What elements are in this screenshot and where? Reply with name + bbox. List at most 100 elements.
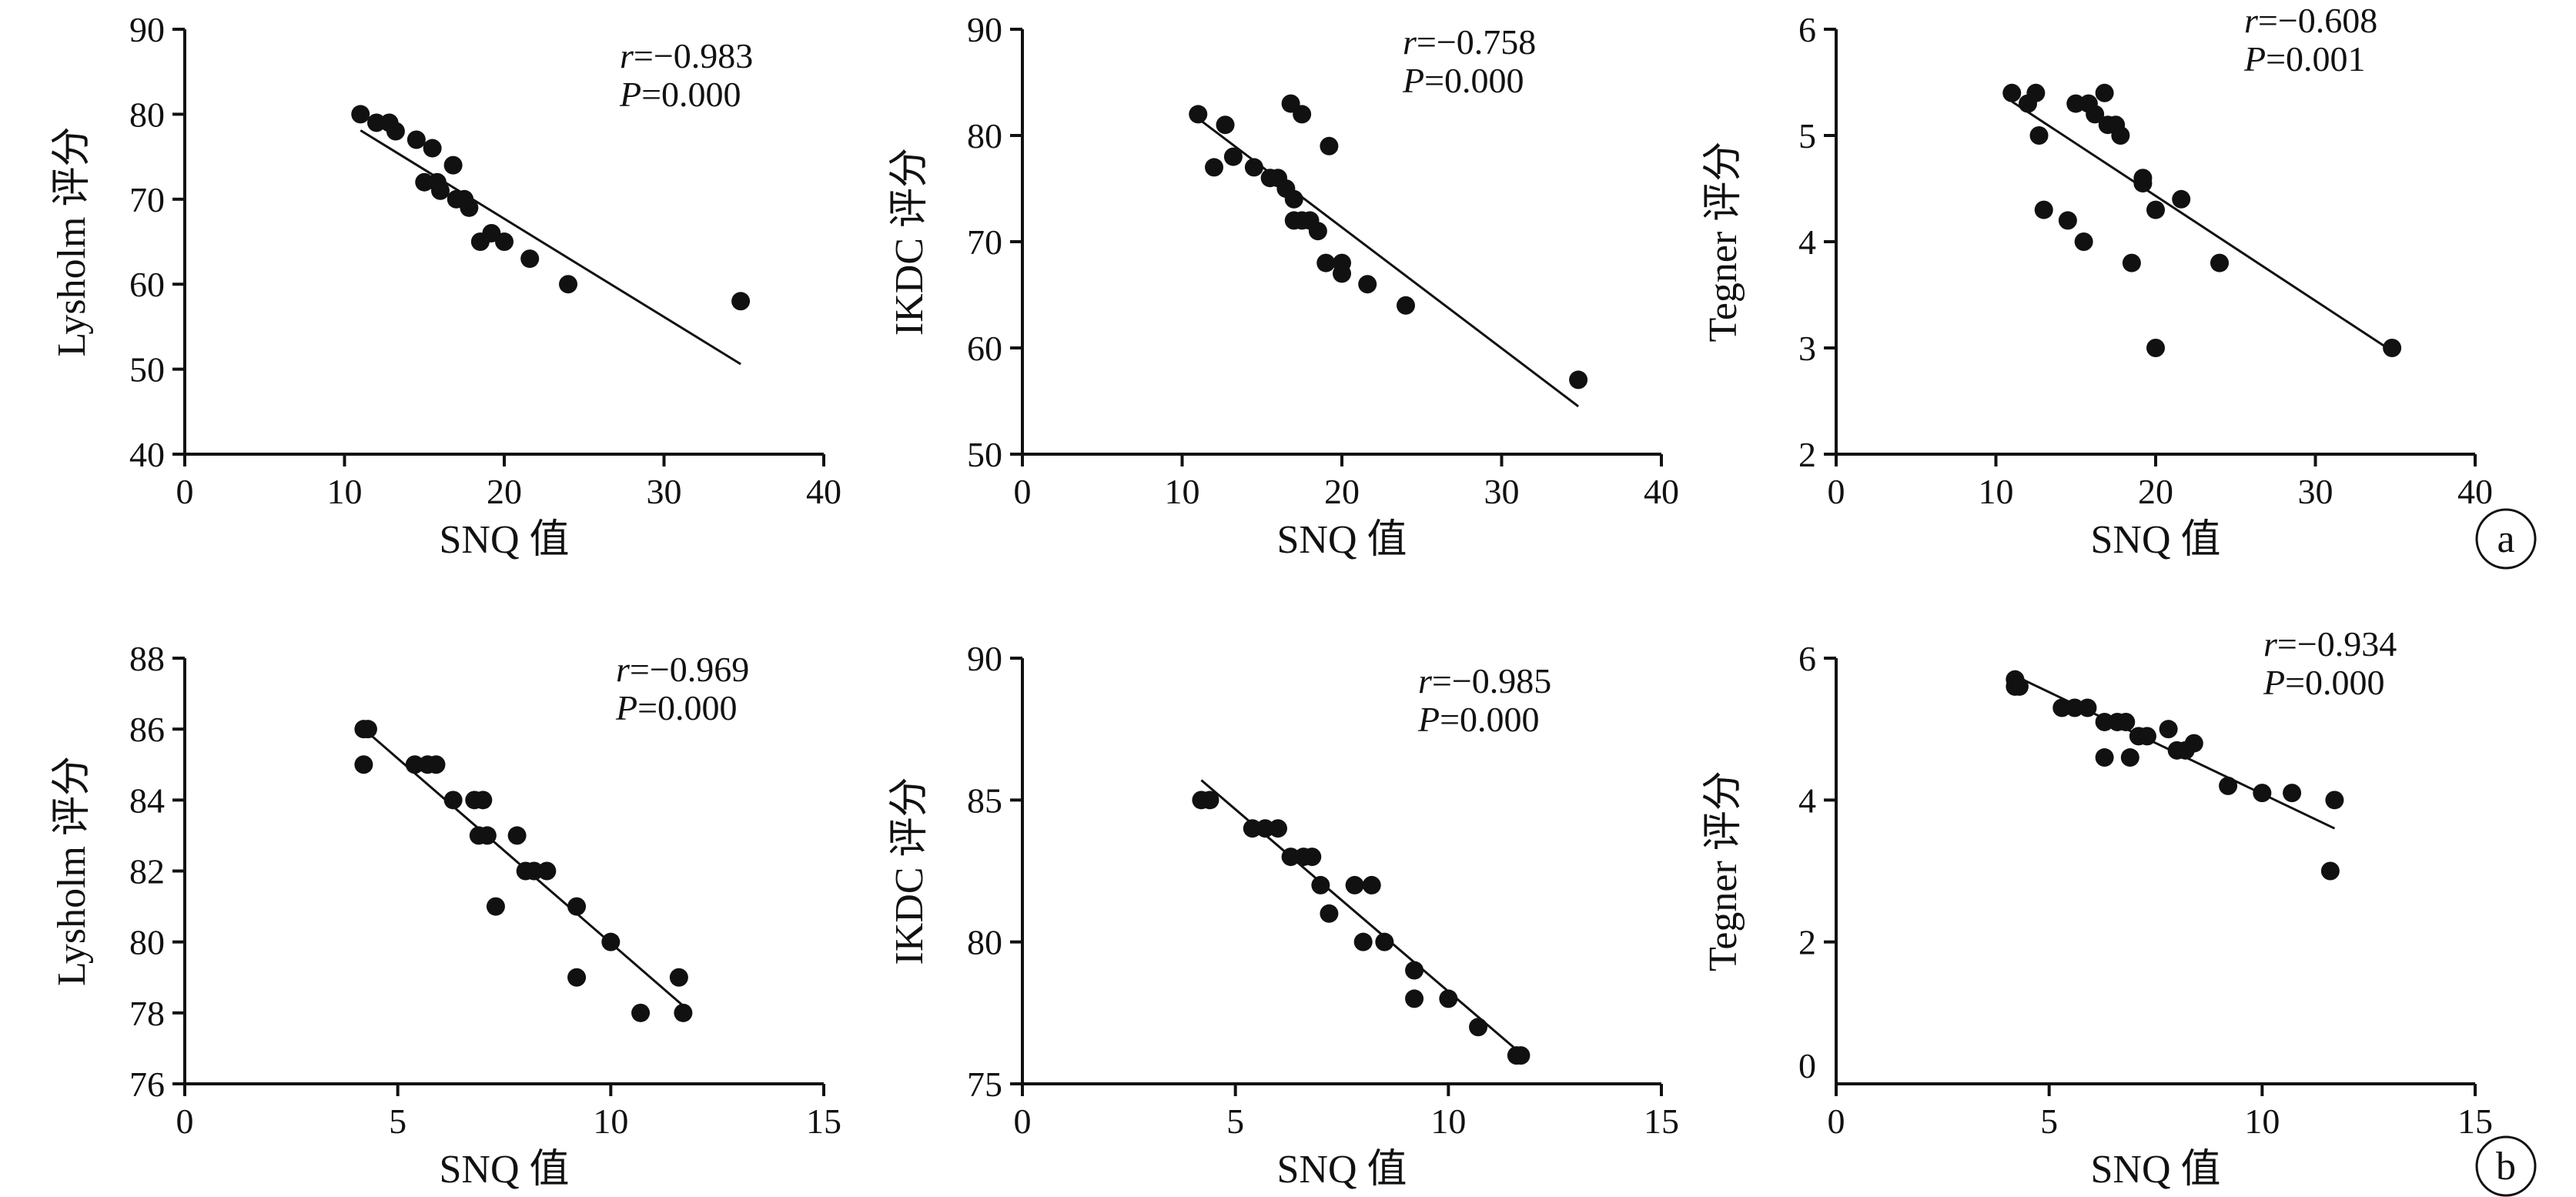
y-tick-label: 70 <box>967 222 1002 262</box>
data-point <box>559 275 577 294</box>
data-point <box>1216 115 1235 135</box>
y-tick-label: 0 <box>1798 1046 1816 1085</box>
panel-marker-b: b <box>2475 1135 2537 1197</box>
x-tick-label: 40 <box>1644 472 1679 511</box>
data-point <box>1469 1018 1488 1037</box>
y-tick-label: 84 <box>129 781 165 820</box>
data-point <box>1333 264 1351 283</box>
data-point <box>2133 174 2153 193</box>
x-tick-label: 10 <box>1165 472 1200 511</box>
y-tick-label: 5 <box>1798 116 1816 155</box>
data-point <box>1320 136 1339 155</box>
data-point <box>1244 158 1263 177</box>
data-point <box>405 755 424 774</box>
data-point <box>601 932 621 951</box>
p-value-label: P=0.001 <box>2243 39 2366 79</box>
x-tick-label: 0 <box>1828 1102 1845 1141</box>
data-point <box>1439 989 1458 1008</box>
data-point <box>2122 253 2141 273</box>
scatter-chart-1: 0 10 20 30 40 40 50 60 70 80 90 SNQ 值 Lysholm 评分 r=−0… <box>50 10 841 562</box>
data-point <box>2146 200 2165 219</box>
panel-marker-a-label: a <box>2497 517 2514 561</box>
data-point <box>669 968 688 987</box>
y-tick-label: 4 <box>1798 222 1816 262</box>
data-point <box>1256 819 1275 838</box>
data-point <box>524 861 544 881</box>
y-tick-label: 82 <box>129 852 165 891</box>
y-tick-label: 90 <box>129 10 165 49</box>
data-point <box>358 720 377 739</box>
data-point <box>1205 158 1223 177</box>
scatter-chart-2: 0 10 20 30 40 50 60 70 80 90 SNQ 值 IKDC 评分 r=−0.758P… <box>888 10 1679 562</box>
y-tick-label: 6 <box>1798 639 1816 678</box>
y-axis-label: Tegner 评分 <box>1701 771 1745 971</box>
y-tick-label: 75 <box>967 1065 1002 1104</box>
data-point <box>2078 698 2097 717</box>
data-point <box>2029 126 2049 145</box>
y-axis-label: Tegner 评分 <box>1701 142 1745 343</box>
y-tick-label: 40 <box>129 435 165 474</box>
correlation-r-label: r=−0.934 <box>2263 624 2397 664</box>
data-point <box>1200 791 1219 810</box>
data-point <box>443 155 463 175</box>
data-point <box>1243 819 1262 838</box>
data-point <box>495 232 514 251</box>
x-axis-label: SNQ 值 <box>2090 1148 2220 1192</box>
data-point <box>386 122 405 141</box>
y-tick-label: 70 <box>129 180 165 219</box>
p-value-label: P=0.000 <box>1402 61 1524 100</box>
data-point <box>1353 932 1373 951</box>
correlation-r-label: r=−0.983 <box>620 36 753 75</box>
data-point <box>2325 791 2344 810</box>
p-value-label: P=0.000 <box>619 75 741 114</box>
x-tick-label: 30 <box>1484 472 1520 511</box>
data-point <box>520 249 540 269</box>
data-point <box>1311 875 1330 894</box>
data-point <box>2383 339 2402 357</box>
regression-line <box>360 129 741 366</box>
y-axis-label: Lysholm 评分 <box>50 126 94 356</box>
x-tick-label: 15 <box>2457 1102 2493 1141</box>
data-point <box>427 755 446 774</box>
data-point <box>2320 861 2340 881</box>
x-axis-label: SNQ 值 <box>1276 1148 1407 1192</box>
data-point <box>2095 712 2114 731</box>
scatter-chart-3: 0 10 20 30 40 2 3 4 5 6 SNQ 值 Tegner 评分 r=−0.608P=0.… <box>1701 1 2493 562</box>
data-point <box>2116 712 2136 731</box>
data-point <box>1405 989 1424 1008</box>
y-tick-label: 60 <box>967 329 1002 368</box>
data-point <box>2002 83 2022 102</box>
x-tick-label: 10 <box>1979 472 2014 511</box>
data-point <box>2052 698 2072 717</box>
data-point <box>2009 677 2029 696</box>
data-point <box>567 968 587 987</box>
data-point <box>354 755 373 774</box>
data-point <box>2066 94 2086 113</box>
y-tick-label: 80 <box>129 95 165 134</box>
data-point <box>2159 720 2178 739</box>
y-tick-label: 50 <box>967 435 1002 474</box>
data-point <box>1308 222 1327 241</box>
y-axis-label: IKDC 评分 <box>888 777 932 965</box>
x-tick-label: 0 <box>176 472 194 511</box>
data-point <box>1511 1046 1531 1065</box>
x-tick-label: 10 <box>1430 1102 1466 1141</box>
data-point <box>443 791 463 810</box>
x-tick-label: 0 <box>1014 472 1032 511</box>
data-point <box>1303 848 1322 867</box>
x-tick-label: 40 <box>2457 472 2493 511</box>
y-tick-label: 85 <box>967 781 1002 820</box>
y-tick-label: 2 <box>1798 435 1816 474</box>
y-tick-label: 3 <box>1798 329 1816 368</box>
data-point <box>567 897 587 916</box>
correlation-r-label: r=−0.985 <box>1418 661 1551 700</box>
data-point <box>415 172 434 192</box>
data-point <box>2034 200 2053 219</box>
data-point <box>2111 126 2130 145</box>
y-tick-label: 78 <box>129 994 165 1033</box>
x-tick-label: 15 <box>806 1102 841 1141</box>
p-value-label: P=0.000 <box>615 688 738 727</box>
data-point <box>2253 784 2272 803</box>
data-point <box>2074 232 2093 251</box>
